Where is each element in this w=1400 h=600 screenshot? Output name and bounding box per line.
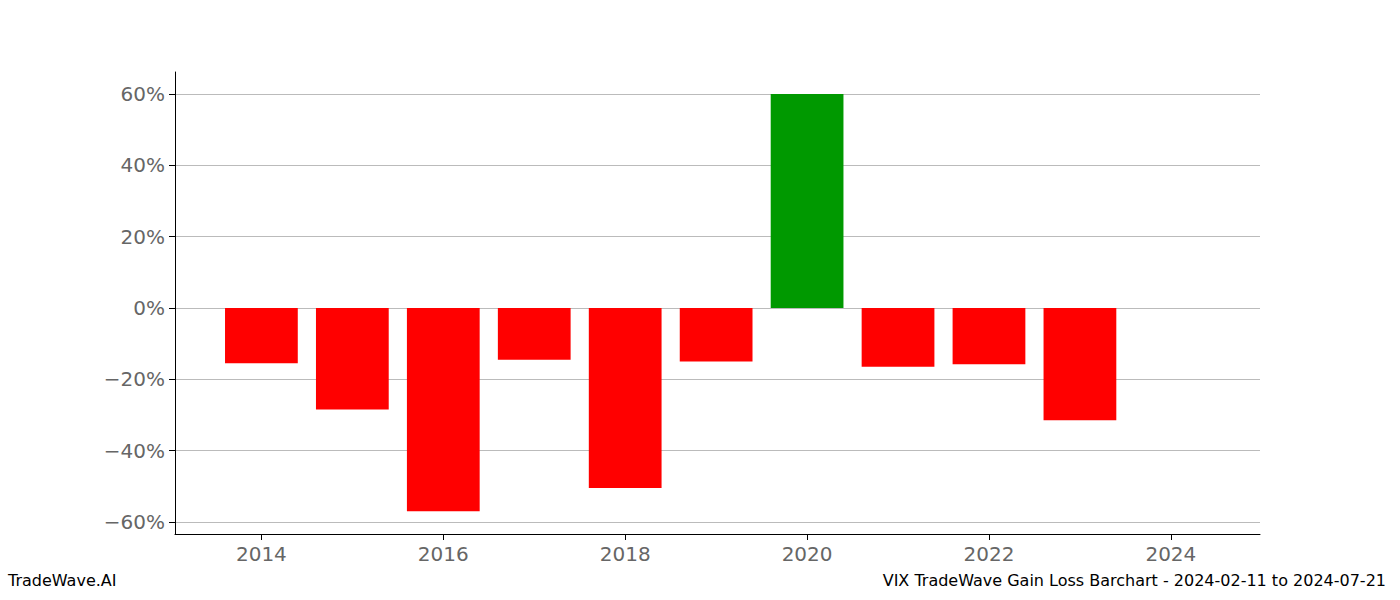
svg-text:2014: 2014 xyxy=(236,542,287,566)
svg-text:2022: 2022 xyxy=(964,542,1015,566)
svg-text:40%: 40% xyxy=(121,153,165,177)
svg-text:20%: 20% xyxy=(121,225,165,249)
svg-text:2016: 2016 xyxy=(418,542,469,566)
svg-text:−20%: −20% xyxy=(104,367,165,391)
svg-text:TradeWave.AI: TradeWave.AI xyxy=(7,571,116,590)
svg-text:2024: 2024 xyxy=(1145,542,1196,566)
svg-text:60%: 60% xyxy=(121,82,165,106)
svg-text:−40%: −40% xyxy=(104,439,165,463)
svg-text:2020: 2020 xyxy=(782,542,833,566)
svg-text:−60%: −60% xyxy=(104,510,165,534)
svg-text:2018: 2018 xyxy=(600,542,651,566)
svg-text:0%: 0% xyxy=(133,296,165,320)
svg-text:VIX TradeWave Gain Loss Barcha: VIX TradeWave Gain Loss Barchart - 2024-… xyxy=(883,571,1386,590)
